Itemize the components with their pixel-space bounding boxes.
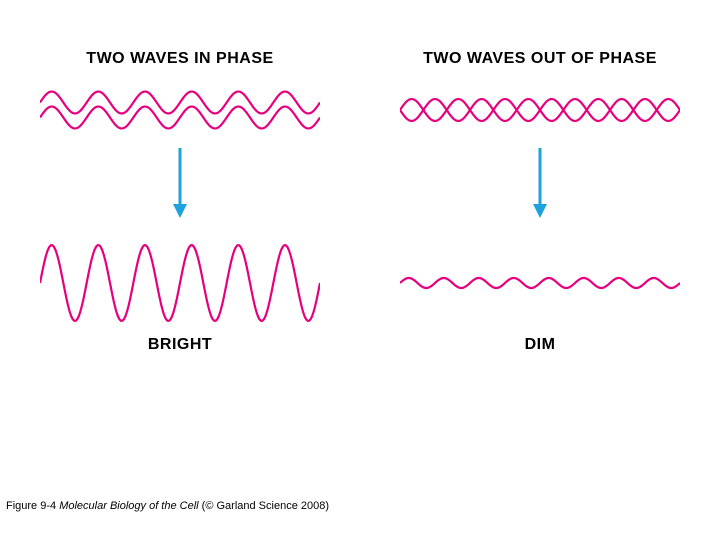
arrow-in-phase <box>165 146 195 220</box>
caption-copyright: (© Garland Science 2008) <box>202 500 329 512</box>
result-label-bright: BRIGHT <box>148 336 212 354</box>
panel-title-in-phase: TWO WAVES IN PHASE <box>86 50 273 68</box>
result-wave-bright <box>40 238 320 328</box>
panel-title-out-of-phase: TWO WAVES OUT OF PHASE <box>423 50 657 68</box>
input-waves-out-of-phase <box>400 80 680 140</box>
caption-figure-number: Figure 9-4 <box>6 500 56 512</box>
panel-in-phase: TWO WAVES IN PHASE BRIGHT <box>20 50 340 354</box>
result-wave-dim <box>400 238 680 328</box>
figure-caption: Figure 9-4 Molecular Biology of the Cell… <box>6 500 329 512</box>
result-label-dim: DIM <box>525 336 556 354</box>
input-waves-in-phase <box>40 80 320 140</box>
caption-book-title: Molecular Biology of the Cell <box>59 500 198 512</box>
panel-out-of-phase: TWO WAVES OUT OF PHASE DIM <box>380 50 700 354</box>
arrow-out-of-phase <box>525 146 555 220</box>
